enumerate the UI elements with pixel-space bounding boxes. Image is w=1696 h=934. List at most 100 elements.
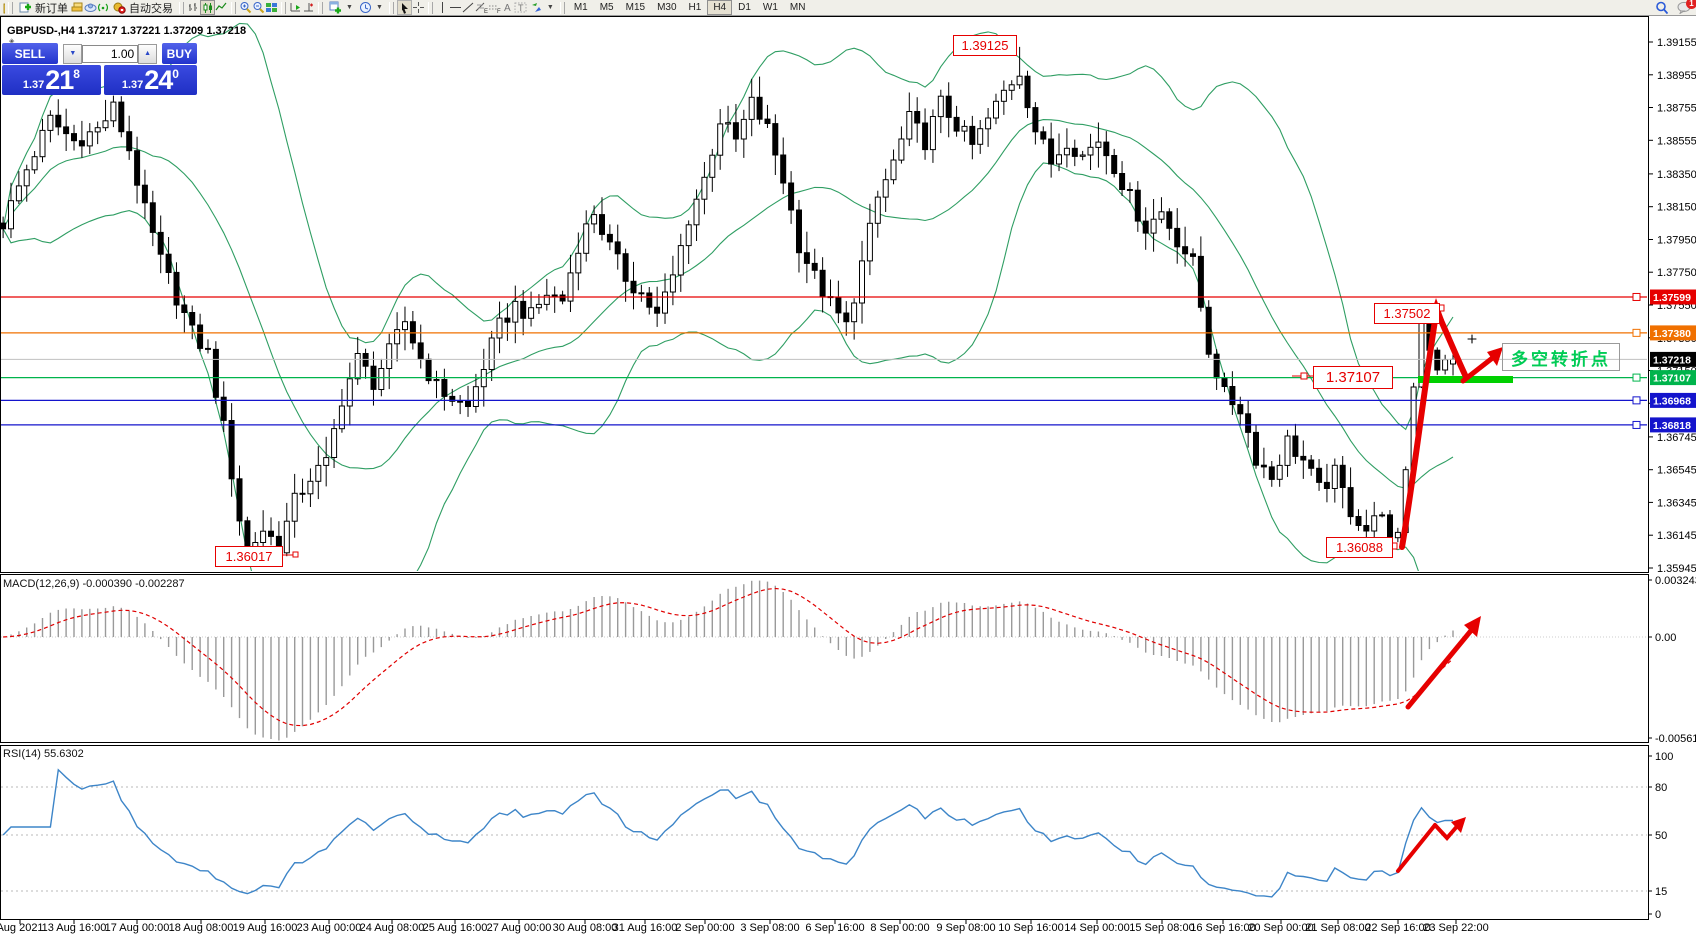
new-order-label: 新订单 [35,2,68,15]
clock-icon [359,1,372,14]
trade-controls-row: SELL ▼ ▲ BUY [2,43,198,64]
toolbar: 新订单 自动交易 [0,0,1696,16]
candlesticks [1,46,1456,557]
dropdown-caret-icon: ▼ [346,4,353,11]
timeframe-M30[interactable]: M30 [657,2,677,13]
svg-text:0.00: 0.00 [1655,632,1676,644]
price-annotation[interactable]: 1.37502 [1374,303,1440,324]
panel-frames [0,16,1649,920]
svg-text:T: T [518,3,524,13]
panel-toggle-icon[interactable]: ◈ [9,38,15,45]
svg-text:23 Aug 00:00: 23 Aug 00:00 [297,922,362,934]
chart-partial-icon[interactable] [0,1,5,14]
svg-text:80: 80 [1655,782,1667,794]
svg-text:Aug 2021: Aug 2021 [0,922,44,934]
svg-text:10 Sep 16:00: 10 Sep 16:00 [998,922,1063,934]
annotation-note[interactable]: 多空转折点 [1502,343,1620,371]
autotrade-label: 自动交易 [129,2,173,15]
trendline-icon[interactable] [462,1,475,14]
volume-input[interactable] [82,44,139,63]
svg-text:1.36968: 1.36968 [1653,395,1691,407]
crosshair-icon[interactable] [412,1,425,14]
new-chart-button[interactable]: ▼ [326,1,356,15]
autotrade-button[interactable]: 自动交易 [110,1,176,15]
dropdown-caret-icon: ▼ [375,4,383,11]
timeframe-M15[interactable]: M15 [625,2,646,13]
sell-button[interactable]: SELL [2,43,58,64]
vertical-line-icon[interactable] [436,1,449,14]
signal-icon[interactable] [97,1,110,14]
chart-title: GBPUSD-,H4 1.37217 1.37221 1.37209 1.372… [7,25,247,37]
candlestick-icon[interactable] [200,0,215,15]
volume-decrease-button[interactable]: ▼ [63,43,83,64]
svg-text:1.36745: 1.36745 [1657,432,1696,444]
timeframe-group: M1 M5 M15 M30 H1 H4 D1 W1 MN [568,0,812,15]
timeframe-W1[interactable]: W1 [762,2,778,13]
line-chart-icon[interactable] [215,1,228,14]
arrows-tool-button[interactable]: ▼ [527,1,557,15]
notification-icon[interactable]: 1 [1676,0,1696,14]
fibonacci-icon[interactable]: E [475,1,488,14]
timeframe-MN[interactable]: MN [789,2,806,13]
new-order-button[interactable]: 新订单 [16,1,71,15]
auto-scroll-icon[interactable] [289,1,302,14]
price-annotation[interactable]: 1.36088 [1326,537,1393,558]
timeframe-M5[interactable]: M5 [599,2,614,13]
svg-text:31 Aug 16:00: 31 Aug 16:00 [613,922,678,934]
sell-price-tile[interactable]: 1.37 21 8 [2,65,101,95]
dropdown-caret-icon: ▼ [546,4,554,11]
toolbar-right: 1 [1655,0,1696,15]
price-annotation[interactable]: 1.36017 [215,546,283,567]
cursor-icon[interactable] [396,0,412,15]
buy-price-sup: 0 [172,67,179,81]
text-icon[interactable]: A [501,1,514,14]
volume-increase-button[interactable]: ▲ [138,43,157,64]
svg-text:100: 100 [1655,751,1673,763]
sell-price-small: 1.37 [22,79,45,91]
community-cloud-icon[interactable] [84,1,97,14]
rsi-line [2,768,1453,898]
svg-text:2 Sep 00:00: 2 Sep 00:00 [675,922,734,934]
svg-text:24 Aug 08:00: 24 Aug 08:00 [360,922,425,934]
buy-button[interactable]: BUY [161,43,198,64]
toolbar-separator [427,1,433,14]
price-annotation[interactable]: 1.37107 [1313,366,1393,389]
chart-shift-icon[interactable] [302,1,315,14]
zoom-out-icon[interactable] [252,1,265,14]
svg-text:1.38555: 1.38555 [1657,135,1696,147]
zoom-in-icon[interactable] [239,1,252,14]
svg-text:23 Sep 22:00: 23 Sep 22:00 [1423,922,1488,934]
timeframe-H1[interactable]: H1 [688,2,702,13]
buy-price-small: 1.37 [121,79,144,91]
svg-text:0: 0 [1655,909,1661,921]
buy-price-tile[interactable]: 1.37 24 0 [103,65,197,95]
price-annotation[interactable]: 1.39125 [953,35,1017,56]
text-label-icon[interactable]: T [514,1,527,14]
svg-text:14 Sep 00:00: 14 Sep 00:00 [1064,922,1129,934]
bar-chart-icon[interactable] [187,1,200,14]
svg-text:F: F [497,9,501,14]
timeframe-D1[interactable]: D1 [738,2,751,13]
market-depth-icon[interactable] [71,1,84,14]
svg-text:3 Sep 08:00: 3 Sep 08:00 [740,922,799,934]
rsi-arrow [1396,817,1466,873]
toolbar-separator [179,1,184,14]
timeframe-H4[interactable]: H4 [707,0,733,15]
timeframe-M1[interactable]: M1 [573,2,588,13]
search-icon[interactable] [1655,1,1668,14]
bollinger-middle [2,119,1454,489]
tile-windows-icon[interactable] [265,1,278,14]
period-button[interactable]: ▼ [356,1,386,15]
svg-text:20 Sep 00:00: 20 Sep 00:00 [1248,922,1313,934]
channel-icon[interactable]: F [488,1,501,14]
svg-text:9 Sep 08:00: 9 Sep 08:00 [936,922,995,934]
svg-text:1.38150: 1.38150 [1657,202,1696,214]
horizontal-line-icon[interactable] [449,1,462,14]
svg-text:22 Sep 16:00: 22 Sep 16:00 [1365,922,1430,934]
notification-badge: 1 [1686,0,1696,9]
toolbar-separator [318,1,323,14]
macd-indicator-label: MACD(12,26,9) -0.000390 -0.002287 [3,578,185,590]
